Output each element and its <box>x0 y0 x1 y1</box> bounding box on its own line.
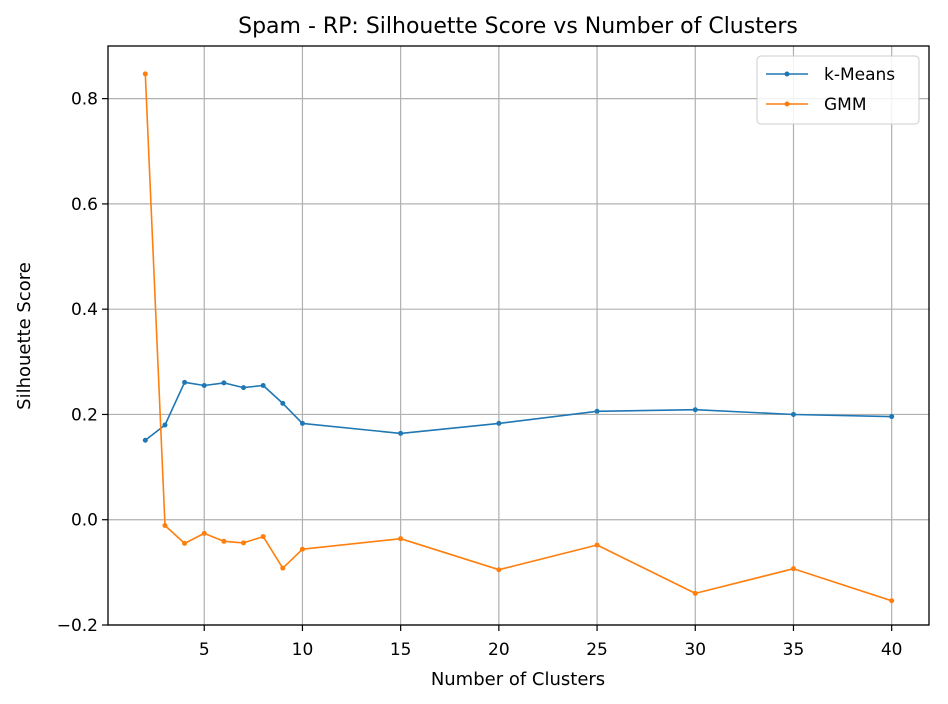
data-point-gmm <box>182 540 188 546</box>
x-tick-label: 25 <box>586 640 608 660</box>
data-point-k-means <box>162 422 168 428</box>
legend-marker-gmm <box>784 101 790 107</box>
data-point-gmm <box>280 565 286 571</box>
data-point-gmm <box>594 542 600 548</box>
legend: k-Means GMM <box>756 55 920 125</box>
legend-label-kmeans: k-Means <box>824 65 895 85</box>
data-point-gmm <box>398 536 404 542</box>
data-point-gmm <box>241 540 247 546</box>
ticks: 5 10 15 20 25 30 35 40 −0.2 0.0 0.2 0.4 0.6 0.8 <box>57 90 903 660</box>
legend-marker-kmeans <box>784 71 790 77</box>
data-point-k-means <box>790 411 796 417</box>
y-tick-label: 0.2 <box>71 405 98 425</box>
y-tick-label: 0.4 <box>71 300 98 320</box>
x-tick-label: 15 <box>390 640 412 660</box>
data-point-k-means <box>496 420 502 426</box>
data-point-gmm <box>142 71 148 77</box>
x-tick-label: 20 <box>488 640 510 660</box>
y-tick-label: −0.2 <box>57 616 98 636</box>
data-point-k-means <box>594 408 600 414</box>
y-tick-label: 0.6 <box>71 195 98 215</box>
data-point-gmm <box>201 530 207 536</box>
x-tick-label: 35 <box>783 640 805 660</box>
y-axis-label: Silhouette Score <box>14 262 35 410</box>
data-point-k-means <box>299 420 305 426</box>
data-point-k-means <box>692 407 698 413</box>
data-point-k-means <box>241 385 247 391</box>
data-point-k-means <box>182 379 188 385</box>
x-tick-label: 5 <box>199 640 210 660</box>
data-point-gmm <box>221 538 227 544</box>
legend-label-gmm: GMM <box>824 95 867 115</box>
legend-box <box>756 55 920 125</box>
series-layer <box>142 71 895 604</box>
data-point-k-means <box>221 380 227 386</box>
data-point-gmm <box>692 590 698 596</box>
data-point-gmm <box>790 566 796 572</box>
data-point-gmm <box>496 567 502 573</box>
y-tick-label: 0.0 <box>71 511 98 531</box>
data-point-k-means <box>280 400 286 406</box>
plot-frame <box>107 45 930 626</box>
data-point-k-means <box>889 414 895 420</box>
data-point-gmm <box>299 546 305 552</box>
data-point-k-means <box>142 437 148 443</box>
data-point-gmm <box>260 534 266 540</box>
data-point-k-means <box>260 383 266 389</box>
x-tick-label: 10 <box>292 640 314 660</box>
data-point-k-means <box>398 430 404 436</box>
x-tick-label: 40 <box>881 640 903 660</box>
data-point-gmm <box>162 523 168 529</box>
x-tick-label: 30 <box>684 640 706 660</box>
x-axis-label: Number of Clusters <box>431 669 605 690</box>
data-point-k-means <box>201 383 207 389</box>
y-tick-label: 0.8 <box>71 90 98 110</box>
data-point-gmm <box>889 598 895 604</box>
chart-title: Spam - RP: Silhouette Score vs Number of… <box>238 14 798 39</box>
